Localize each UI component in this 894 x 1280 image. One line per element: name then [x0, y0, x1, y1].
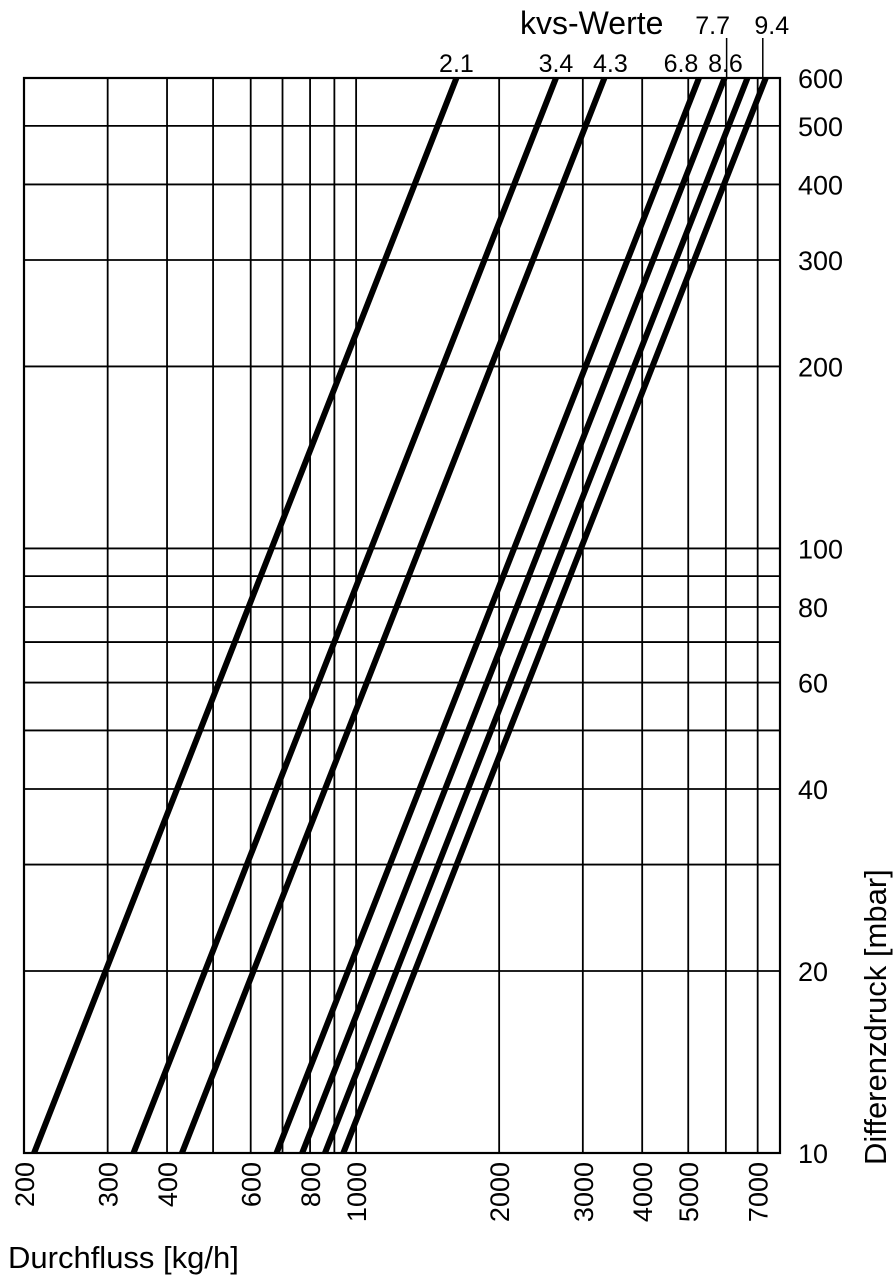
grid — [22, 76, 782, 1155]
x-tick-label: 600 — [237, 1162, 267, 1207]
kvs-label-2.1: 2.1 — [439, 50, 474, 78]
kvs-line-8.6 — [322, 76, 751, 1155]
kvs-line-6.8 — [273, 76, 702, 1155]
y-tick-label: 10 — [798, 1139, 828, 1169]
y-tick-label: 300 — [798, 246, 843, 276]
kvs-line-4.3 — [179, 76, 608, 1155]
x-tick-label: 3000 — [569, 1162, 599, 1222]
kvs-label-4.3: 4.3 — [593, 50, 628, 78]
tick-labels: 10 20 40 60 80 100 200 300 400 500 600 200 300 400 600… — [10, 64, 843, 1222]
y-tick-label: 200 — [798, 352, 843, 382]
y-axis-label: Differenzdruck [mbar] — [858, 869, 893, 1165]
y-tick-label: 600 — [798, 64, 843, 94]
kvs-lines: 2.1 3.4 4.3 6.8 7.7 8.6 9.4 — [31, 12, 789, 1155]
chart-title: kvs-Werte — [520, 5, 663, 41]
x-tick-label: 800 — [296, 1162, 326, 1207]
kvs-label-6.8: 6.8 — [664, 50, 699, 78]
y-tick-label: 60 — [798, 669, 828, 699]
y-tick-label: 40 — [798, 775, 828, 805]
y-tick-label: 100 — [798, 534, 843, 564]
x-tick-label: 4000 — [628, 1162, 658, 1222]
y-tick-label: 400 — [798, 170, 843, 200]
x-tick-label: 400 — [153, 1162, 183, 1207]
y-tick-label: 20 — [798, 957, 828, 987]
kvs-line-9.4 — [340, 76, 769, 1155]
y-tick-label: 500 — [798, 112, 843, 142]
plot-frame — [22, 76, 782, 1155]
x-axis-label: Durchfluss [kg/h] — [8, 1240, 239, 1275]
kvs-label-8.6: 8.6 — [708, 50, 743, 78]
x-tick-label: 5000 — [674, 1162, 704, 1222]
kvs-line-3.4 — [130, 76, 559, 1155]
kvs-label-9.4: 9.4 — [754, 12, 789, 40]
x-tick-label: 1000 — [342, 1162, 372, 1222]
kvs-line-2.1 — [31, 76, 460, 1155]
kvs-label-3.4: 3.4 — [539, 50, 574, 78]
kvs-label-7.7: 7.7 — [695, 12, 730, 40]
x-tick-label: 300 — [94, 1162, 124, 1207]
x-tick-label: 2000 — [485, 1162, 515, 1222]
x-tick-label: 7000 — [744, 1162, 774, 1222]
x-tick-label: 200 — [10, 1162, 40, 1207]
y-tick-label: 80 — [798, 593, 828, 623]
kvs-line-7.7 — [299, 76, 728, 1155]
